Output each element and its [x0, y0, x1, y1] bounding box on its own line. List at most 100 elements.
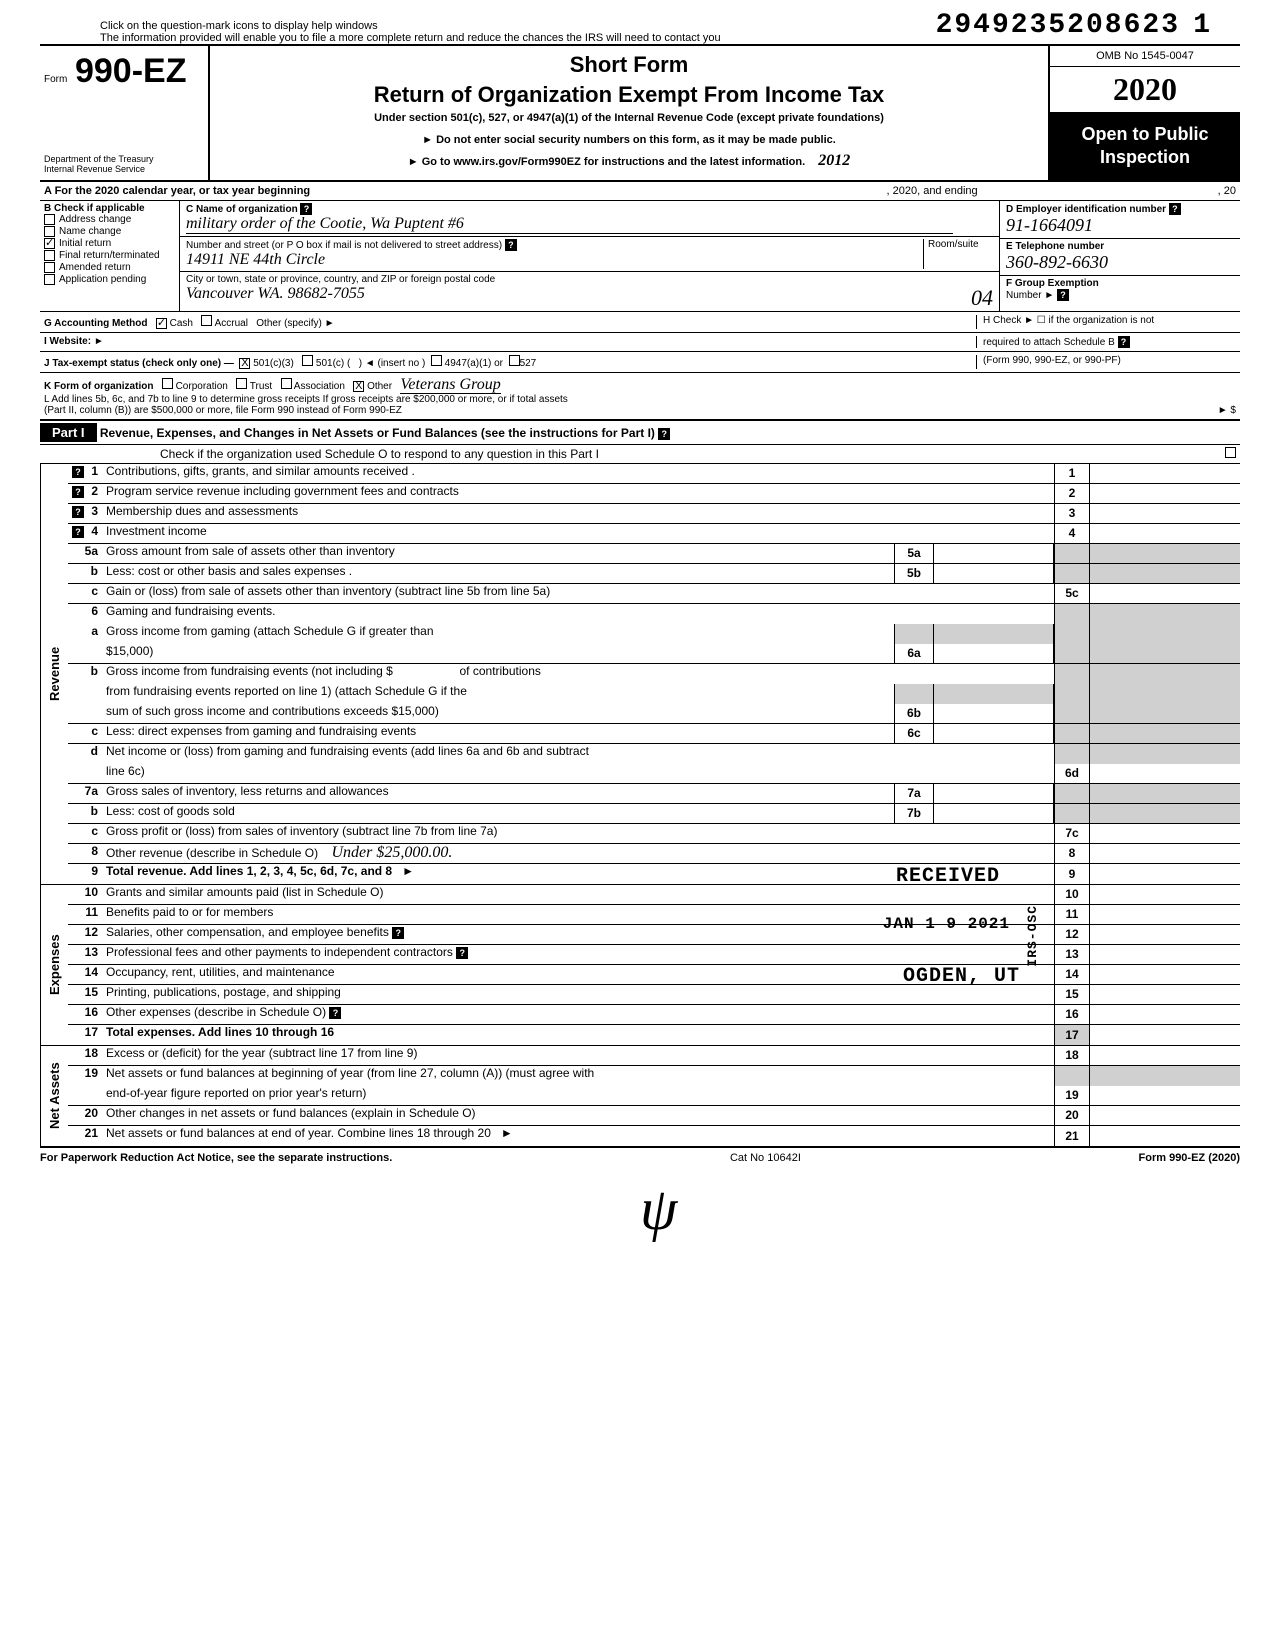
help-icon[interactable]: ?: [1118, 336, 1130, 348]
amt-20[interactable]: [1090, 1106, 1240, 1125]
box-8: 8: [1054, 844, 1090, 863]
chk-association[interactable]: [281, 378, 292, 389]
lbl-501c-b: ) ◄ (insert no ): [359, 358, 426, 369]
amt-9[interactable]: [1090, 864, 1240, 884]
part-1-header-row: Part I Revenue, Expenses, and Changes in…: [40, 421, 1240, 445]
num-12: 12: [68, 925, 106, 939]
help-icon[interactable]: ?: [72, 526, 84, 538]
chk-address-change[interactable]: [44, 214, 55, 225]
mamt-7b[interactable]: [934, 804, 1054, 823]
amt-8[interactable]: [1090, 844, 1240, 863]
mamt-7a[interactable]: [934, 784, 1054, 803]
amt-10[interactable]: [1090, 885, 1240, 904]
mamt-6b[interactable]: [934, 704, 1054, 723]
footer-mid: Cat No 10642I: [730, 1152, 801, 1164]
net-assets-label: Net Assets: [40, 1046, 68, 1146]
help-icon[interactable]: ?: [72, 486, 84, 498]
expenses-section: RECEIVED JAN 1 9 2021 OGDEN, UT IRS-OSC …: [40, 885, 1240, 1046]
chk-501c[interactable]: [302, 355, 313, 366]
chk-corporation[interactable]: [162, 378, 173, 389]
chk-527[interactable]: [509, 355, 520, 366]
mamt-6a[interactable]: [934, 644, 1054, 663]
amt-6d[interactable]: [1090, 764, 1240, 783]
chk-amended-return[interactable]: [44, 262, 55, 273]
phone-label: E Telephone number: [1006, 241, 1104, 252]
num-16: 16: [68, 1005, 106, 1019]
lbl-amended-return: Amended return: [59, 262, 131, 273]
mamt-5b[interactable]: [934, 564, 1054, 583]
help-icon[interactable]: ?: [392, 927, 404, 939]
box-7a-shaded: [1054, 784, 1090, 803]
line-2-text: Program service revenue including govern…: [106, 484, 1054, 498]
amt-6b3-shaded: [1090, 704, 1240, 723]
amt-4[interactable]: [1090, 524, 1240, 543]
schedule-o-text: Check if the organization used Schedule …: [160, 447, 599, 461]
line-16-text: Other expenses (describe in Schedule O): [106, 1005, 326, 1019]
dln-number: 2949235208623: [936, 10, 1180, 41]
mbox-5a: 5a: [894, 544, 934, 563]
help-icon[interactable]: ?: [300, 203, 312, 215]
amt-11[interactable]: [1090, 905, 1240, 924]
help-icon[interactable]: ?: [658, 428, 670, 440]
amt-17[interactable]: [1090, 1025, 1240, 1045]
row-j-tax-exempt: J Tax-exempt status (check only one) — X…: [40, 352, 1240, 373]
amt-15[interactable]: [1090, 985, 1240, 1004]
amt-6b1-shaded: [1090, 664, 1240, 684]
chk-4947[interactable]: [431, 355, 442, 366]
help-icon[interactable]: ?: [1057, 289, 1069, 301]
mbox-6a: 6a: [894, 644, 934, 663]
chk-other[interactable]: X: [353, 381, 364, 392]
received-stamp: RECEIVED: [896, 865, 1000, 888]
chk-name-change[interactable]: [44, 226, 55, 237]
help-icon[interactable]: ?: [329, 1007, 341, 1019]
amt-16[interactable]: [1090, 1005, 1240, 1024]
help-icon[interactable]: ?: [72, 466, 84, 478]
open-to-public: Open to Public Inspection: [1050, 113, 1240, 180]
main-title: Return of Organization Exempt From Incom…: [220, 82, 1038, 108]
chk-initial-return[interactable]: ✓: [44, 238, 55, 249]
box-18: 18: [1054, 1046, 1090, 1065]
amt-7c[interactable]: [1090, 824, 1240, 843]
chk-accrual[interactable]: [201, 315, 212, 326]
help-icon[interactable]: ?: [1169, 203, 1181, 215]
lbl-corporation: Corporation: [176, 381, 228, 392]
chk-schedule-o[interactable]: [1225, 447, 1236, 458]
header-right: OMB No 1545-0047 2020 Open to Public Ins…: [1050, 46, 1240, 180]
mamt-6c[interactable]: [934, 724, 1054, 743]
line-17-text: Total expenses. Add lines 10 through 16: [106, 1025, 334, 1039]
group-ex-number: Number ►: [1006, 290, 1054, 301]
column-c-org-info: C Name of organization ? military order …: [180, 201, 1000, 311]
chk-application-pending[interactable]: [44, 274, 55, 285]
line-18-text: Excess or (deficit) for the year (subtra…: [106, 1046, 1054, 1060]
box-5a-shaded: [1054, 544, 1090, 563]
amt-6a3-shaded: [1090, 644, 1240, 663]
chk-trust[interactable]: [236, 378, 247, 389]
amt-1[interactable]: [1090, 464, 1240, 483]
mamt-5a[interactable]: [934, 544, 1054, 563]
line-20-text: Other changes in net assets or fund bala…: [106, 1106, 1054, 1120]
amt-13[interactable]: [1090, 945, 1240, 964]
line-a-mid: , 2020, and ending: [887, 185, 978, 197]
help-icon[interactable]: ?: [456, 947, 468, 959]
amt-14[interactable]: [1090, 965, 1240, 984]
chk-final-return[interactable]: [44, 250, 55, 261]
open-line2: Inspection: [1054, 146, 1236, 169]
amt-3[interactable]: [1090, 504, 1240, 523]
line-6b-text1b: of contributions: [460, 664, 541, 678]
chk-cash[interactable]: ✓: [156, 318, 167, 329]
amt-19[interactable]: [1090, 1086, 1240, 1105]
phone-value: 360-892-6630: [1006, 252, 1108, 272]
line-3-text: Membership dues and assessments: [106, 504, 1054, 518]
amt-18[interactable]: [1090, 1046, 1240, 1065]
amt-2[interactable]: [1090, 484, 1240, 503]
help-icon[interactable]: ?: [72, 506, 84, 518]
amt-21[interactable]: [1090, 1126, 1240, 1146]
amt-12[interactable]: [1090, 925, 1240, 944]
line-1-text: Contributions, gifts, grants, and simila…: [106, 464, 1054, 478]
goto-text: ► Go to www.irs.gov/Form990EZ for instru…: [408, 156, 805, 168]
chk-501c3[interactable]: X: [239, 358, 250, 369]
help-icon[interactable]: ?: [505, 239, 517, 251]
line-7b-text: Less: cost of goods sold: [106, 804, 894, 818]
line-6c-text: Less: direct expenses from gaming and fu…: [106, 724, 894, 738]
amt-5c[interactable]: [1090, 584, 1240, 603]
